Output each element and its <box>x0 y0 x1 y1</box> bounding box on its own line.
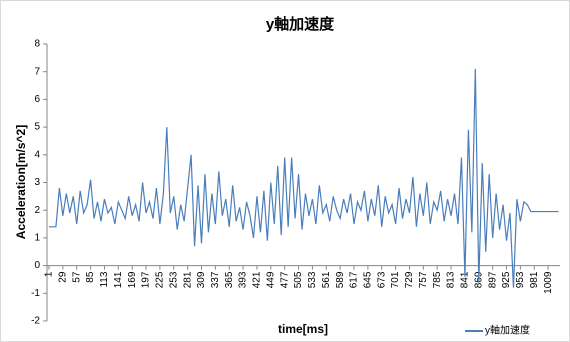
y-axis-label: Acceleration[m/s^2] <box>14 125 28 239</box>
y-tick-label: -1 <box>31 288 40 299</box>
x-tick-label: 589 <box>335 271 346 288</box>
x-tick-label: 505 <box>293 271 304 288</box>
x-tick-label: 1009 <box>543 271 554 294</box>
x-tick-label: 253 <box>168 271 179 288</box>
x-tick-label: 813 <box>446 271 457 288</box>
x-tick-label: 141 <box>113 271 124 288</box>
y-tick-label: 1 <box>34 233 40 244</box>
x-tick-label: 1 <box>44 271 55 277</box>
x-tick-label: 925 <box>501 271 512 288</box>
x-tick-label: 897 <box>487 271 498 288</box>
x-tick-label: 729 <box>404 271 415 288</box>
x-tick-label: 673 <box>376 271 387 288</box>
y-tick-label: 5 <box>34 122 40 133</box>
x-tick-label: 197 <box>141 271 152 288</box>
y-tick-label: 4 <box>34 149 40 160</box>
y-tick-label: 7 <box>34 66 40 77</box>
x-tick-label: 645 <box>363 271 374 288</box>
x-tick-label: 953 <box>515 271 526 288</box>
x-tick-label: 421 <box>252 271 263 288</box>
x-tick-label: 477 <box>279 271 290 288</box>
x-tick-label: 701 <box>390 271 401 288</box>
x-tick-label: 841 <box>460 271 471 288</box>
x-tick-label: 561 <box>321 271 332 288</box>
x-tick-label: 309 <box>196 271 207 288</box>
y-tick-label: 6 <box>34 94 40 105</box>
x-tick-label: 785 <box>432 271 443 288</box>
x-tick-label: 57 <box>71 271 82 283</box>
chart-title: y軸加速度 <box>266 15 335 33</box>
x-axis-label: time[ms] <box>278 322 328 336</box>
y-tick-label: -2 <box>31 316 40 327</box>
x-tick-label: 113 <box>99 271 110 287</box>
y-tick-label: 2 <box>34 205 40 216</box>
y-tick-label: 0 <box>34 260 40 271</box>
x-tick-label: 393 <box>238 271 249 288</box>
legend-label: y軸加速度 <box>485 324 530 337</box>
data-line <box>48 68 559 288</box>
y-tick-label: 8 <box>34 39 40 50</box>
x-tick-label: 85 <box>85 271 96 283</box>
x-tick-label: 617 <box>349 271 360 288</box>
x-tick-label: 29 <box>57 271 68 283</box>
x-tick-label: 449 <box>265 271 276 288</box>
x-tick-label: 281 <box>182 271 193 288</box>
x-tick-label: 757 <box>418 271 429 288</box>
x-tick-label: 337 <box>210 271 221 288</box>
x-tick-label: 533 <box>307 271 318 288</box>
x-tick-label: 169 <box>127 271 138 288</box>
x-tick-label: 225 <box>155 271 166 288</box>
x-tick-label: 365 <box>224 271 235 288</box>
x-tick-label: 981 <box>529 271 540 288</box>
y-tick-label: 3 <box>34 177 40 188</box>
